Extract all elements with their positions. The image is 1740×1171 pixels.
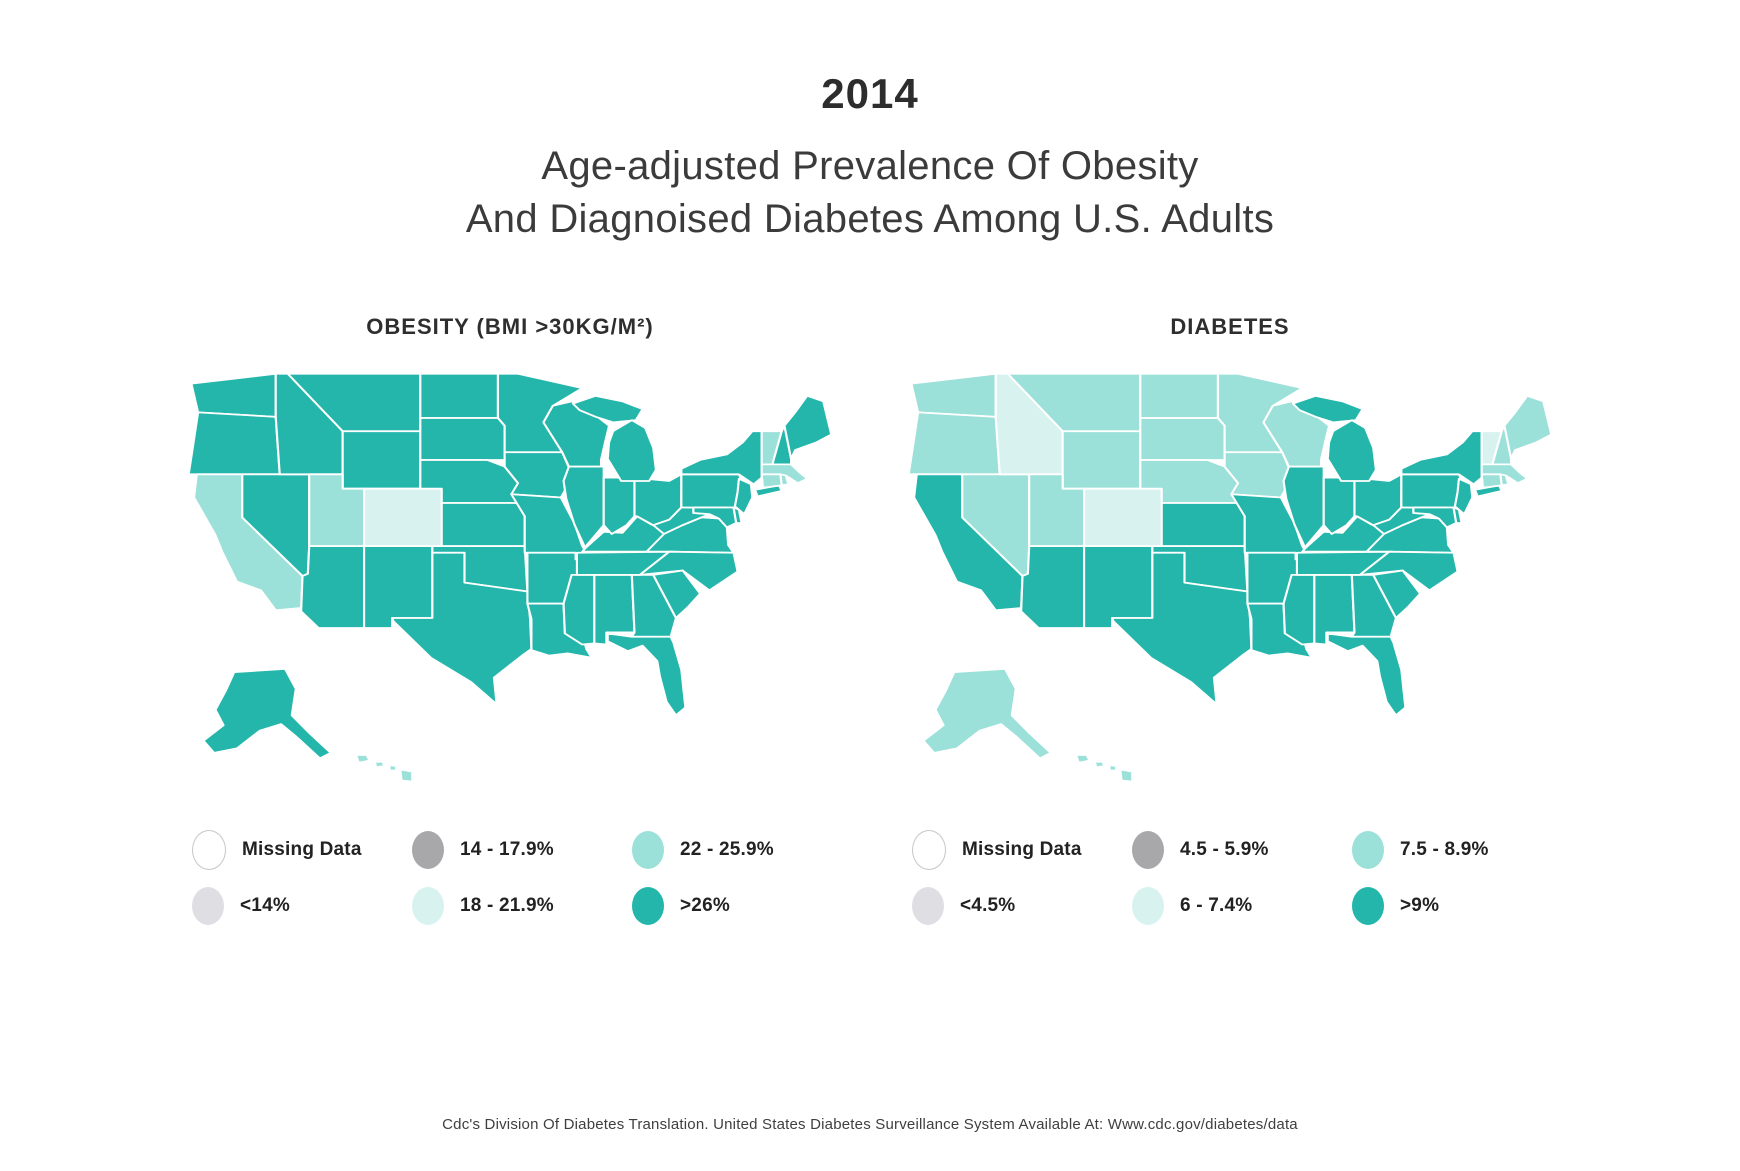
diabetes-legend: Missing Data <4.5% 4.5 - 5.9% 6 - 7.4% 7.5 -…: [912, 828, 1562, 928]
legend-label: >9%: [1400, 894, 1440, 916]
state-az: [300, 544, 366, 629]
state-co: [363, 487, 443, 547]
legend-item-choropleth-5: >9%: [1352, 884, 1562, 928]
state-or: [907, 411, 1001, 475]
legend-swatch-band4: [1352, 830, 1384, 869]
legend-label: <4.5%: [960, 894, 1016, 916]
state-tx: [1111, 551, 1253, 705]
legend-swatch-missing: [912, 829, 946, 870]
state-sd: [419, 416, 506, 461]
state-nm: [363, 544, 434, 629]
state-ms: [562, 573, 596, 646]
legend-item-choropleth-3: 6 - 7.4%: [1132, 884, 1342, 928]
year-title: 2014: [821, 70, 919, 117]
state-nd: [419, 372, 500, 419]
legend-item-choropleth-4: 7.5 - 8.9%: [1352, 828, 1562, 872]
legend-swatch-band5: [632, 886, 664, 925]
legend-swatch-band1: [192, 886, 224, 925]
state-hi: [354, 753, 414, 783]
legend-label: 6 - 7.4%: [1180, 894, 1253, 916]
legend-item-choropleth-0: Missing Data: [912, 828, 1122, 872]
state-me: [1503, 394, 1553, 460]
legend-item-choropleth-5: >26%: [632, 884, 842, 928]
main-title: Age-adjusted Prevalence Of Obesity And D…: [0, 140, 1740, 246]
state-nd: [1139, 372, 1220, 419]
state-mi: [571, 394, 657, 482]
obesity-choropleth-map: [187, 372, 833, 783]
source-note: Cdc's Division Of Diabetes Translation. …: [442, 1116, 1298, 1133]
diabetes-map-title: DIABETES: [1170, 313, 1290, 339]
legend-swatch-band5: [1352, 886, 1384, 925]
legend-label: 18 - 21.9%: [460, 894, 554, 916]
legend-item-choropleth-1: <4.5%: [912, 884, 1122, 928]
state-me: [783, 394, 833, 460]
state-nm: [1083, 544, 1154, 629]
legend-label: >26%: [680, 894, 730, 916]
state-wy: [1061, 429, 1142, 490]
legend-swatch-band2: [1132, 830, 1164, 869]
footer: Cdc's Division Of Diabetes Translation. …: [0, 1116, 1740, 1133]
state-wy: [341, 429, 422, 490]
state-ia: [503, 450, 572, 499]
legend-label: Missing Data: [962, 838, 1082, 860]
state-hi: [1074, 753, 1134, 783]
legend-swatch-band2: [412, 830, 444, 869]
legend-swatch-band3: [1132, 886, 1164, 925]
legend-swatch-band1: [912, 886, 944, 925]
legend-item-choropleth-4: 22 - 25.9%: [632, 828, 842, 872]
state-wa: [910, 372, 997, 418]
state-wa: [190, 372, 277, 418]
diabetes-panel: DIABETES Missing Data <4.5% 4.5 - 5.9% 6 - …: [898, 314, 1562, 928]
state-nj: [1453, 477, 1474, 515]
legend-item-choropleth-0: Missing Data: [192, 828, 402, 872]
legend-label: 7.5 - 8.9%: [1400, 838, 1489, 860]
state-sd: [1139, 416, 1226, 461]
legend-item-choropleth-2: 4.5 - 5.9%: [1132, 828, 1342, 872]
main-title-line2: And Diagnoised Diabetes Among U.S. Adult…: [465, 196, 1275, 241]
legend-label: 14 - 17.9%: [460, 838, 554, 860]
state-fl: [606, 632, 687, 716]
state-ak: [202, 667, 332, 759]
state-ct: [760, 473, 783, 489]
maps-row: OBESITY (BMI >30KG/M²) Missing Data <14% 1…: [0, 314, 1740, 928]
main-title-line1: Age-adjusted Prevalence Of Obesity: [541, 144, 1199, 188]
obesity-legend: Missing Data <14% 14 - 17.9% 18 - 21.9% 22 -…: [192, 828, 842, 928]
state-ms: [1282, 573, 1316, 646]
legend-label: 4.5 - 5.9%: [1180, 838, 1269, 860]
header: 2014 Age-adjusted Prevalence Of Obesity …: [0, 0, 1740, 246]
state-ri: [1499, 473, 1510, 486]
state-co: [1083, 487, 1163, 547]
state-tx: [391, 551, 533, 705]
state-ak: [922, 667, 1052, 759]
state-or: [187, 411, 281, 475]
legend-swatch-band3: [412, 886, 444, 925]
legend-item-choropleth-1: <14%: [192, 884, 402, 928]
legend-swatch-missing: [192, 829, 226, 870]
legend-swatch-band4: [632, 830, 664, 869]
state-ks: [440, 501, 526, 547]
state-nj: [733, 477, 754, 515]
diabetes-choropleth-map: [907, 372, 1553, 783]
obesity-panel: OBESITY (BMI >30KG/M²) Missing Data <14% 1…: [178, 314, 842, 928]
state-ct: [1480, 473, 1503, 489]
state-sc: [652, 569, 702, 619]
legend-label: Missing Data: [242, 838, 362, 860]
legend-label: <14%: [240, 894, 290, 916]
state-sc: [1372, 569, 1422, 619]
state-ks: [1160, 501, 1246, 547]
legend-item-choropleth-2: 14 - 17.9%: [412, 828, 622, 872]
state-fl: [1326, 632, 1407, 716]
obesity-map-title: OBESITY (BMI >30KG/M²): [366, 313, 654, 339]
legend-item-choropleth-3: 18 - 21.9%: [412, 884, 622, 928]
state-ia: [1223, 450, 1292, 499]
state-az: [1020, 544, 1086, 629]
legend-label: 22 - 25.9%: [680, 838, 774, 860]
state-ri: [779, 473, 790, 486]
state-mi: [1291, 394, 1377, 482]
